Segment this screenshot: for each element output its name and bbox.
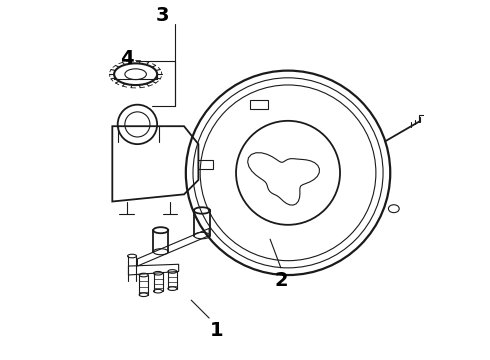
Text: 4: 4 xyxy=(120,49,133,68)
Text: 2: 2 xyxy=(274,271,288,290)
Bar xyxy=(250,100,269,109)
Text: 3: 3 xyxy=(156,5,169,24)
Text: 1: 1 xyxy=(210,321,223,340)
Bar xyxy=(198,160,213,169)
